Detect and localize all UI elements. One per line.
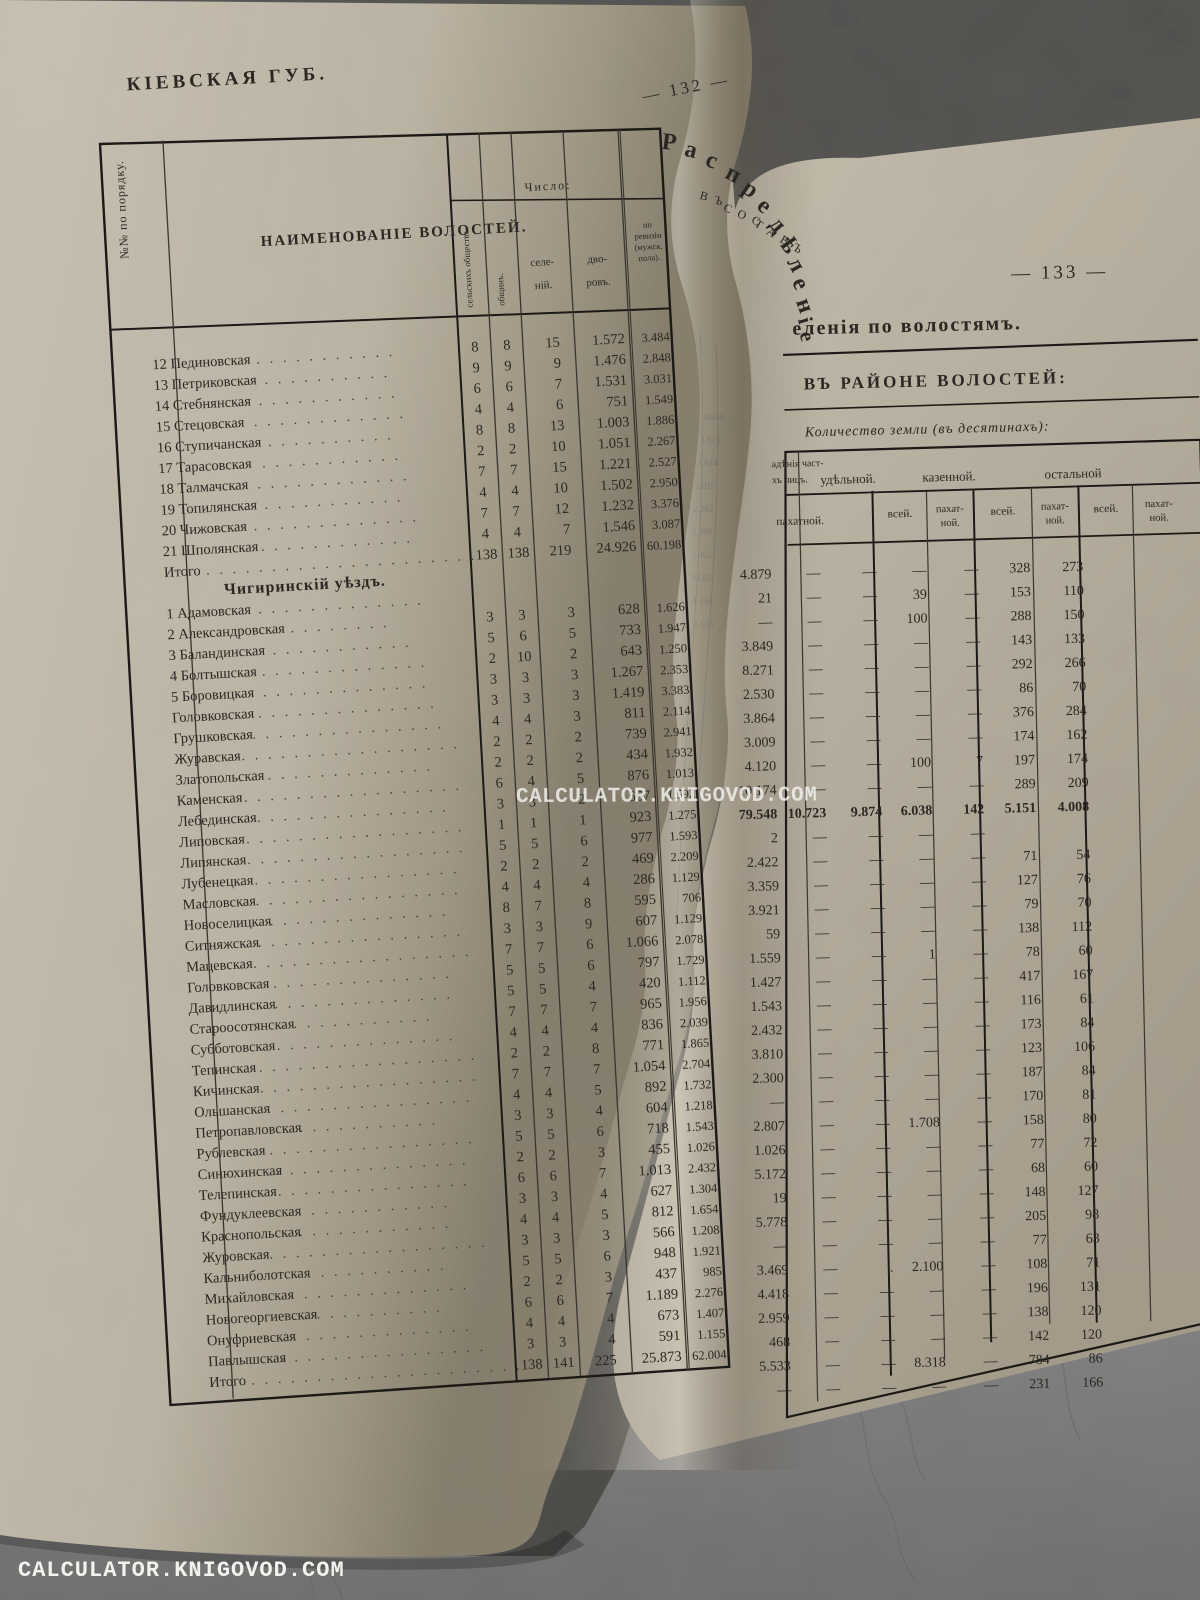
svg-text:CALCULATOR.KNIGOVOD.COM: CALCULATOR.KNIGOVOD.COM xyxy=(18,1558,345,1583)
svg-text:CALCULATOR.KNIGOVOD.COM: CALCULATOR.KNIGOVOD.COM xyxy=(516,784,817,809)
